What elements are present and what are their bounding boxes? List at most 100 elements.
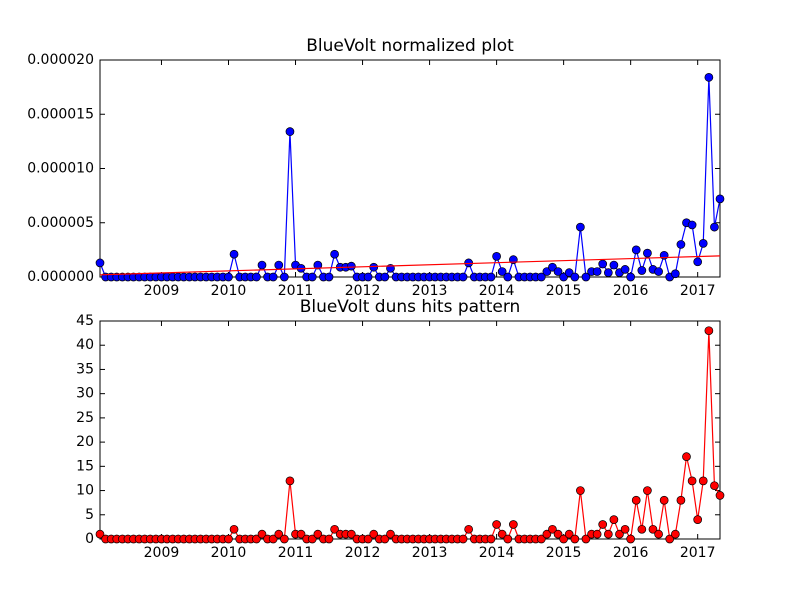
x-tick-label: 2012 (345, 545, 381, 561)
x-tick-label: 2009 (144, 283, 180, 299)
point (307, 272, 317, 282)
point (570, 534, 580, 544)
point (687, 476, 697, 486)
point (324, 272, 334, 282)
point (698, 476, 708, 486)
x-tick-label: 2014 (479, 545, 515, 561)
trend-line (99, 255, 721, 276)
point (659, 495, 669, 505)
point (380, 272, 390, 282)
y-tick-label: 0.000015 (27, 106, 94, 122)
point (285, 476, 295, 486)
point (229, 249, 239, 259)
point (330, 524, 339, 534)
point (536, 534, 546, 544)
y-tick-label: 0.000010 (27, 161, 94, 177)
point (620, 524, 630, 534)
point (609, 515, 619, 524)
point (369, 529, 379, 539)
point (626, 534, 636, 544)
point (576, 486, 585, 495)
point (347, 529, 356, 539)
point (347, 261, 356, 271)
point (363, 534, 373, 544)
point (564, 529, 574, 539)
x-tick-label: 2009 (144, 545, 180, 561)
y-tick-label: 30 (76, 386, 94, 402)
point (458, 534, 468, 544)
point (676, 240, 686, 249)
point (224, 534, 233, 544)
x-tick-label: 2012 (345, 283, 381, 299)
point (330, 249, 339, 259)
y-tick-label: 45 (76, 313, 94, 329)
point (598, 520, 608, 529)
point (313, 260, 323, 270)
point (654, 529, 663, 539)
x-tick-label: 2010 (211, 545, 247, 561)
point (486, 534, 496, 544)
point (386, 529, 395, 539)
point (503, 534, 513, 544)
point (285, 127, 295, 136)
point (704, 326, 714, 336)
y-tick-label: 0 (85, 531, 94, 547)
point (603, 529, 613, 539)
point (296, 529, 306, 539)
point (631, 495, 641, 505)
x-tick-label: 2017 (680, 283, 716, 299)
point (252, 272, 261, 282)
point (268, 534, 278, 544)
y-tick-label: 15 (76, 458, 94, 474)
point (95, 529, 105, 539)
point (458, 272, 468, 282)
point (648, 524, 658, 534)
y-tick-label: 35 (76, 361, 94, 377)
point (279, 272, 289, 282)
point (274, 260, 284, 270)
point (581, 534, 591, 544)
point (509, 520, 518, 529)
point (676, 495, 686, 505)
point (363, 272, 373, 282)
point (687, 220, 697, 230)
x-tick-label: 2016 (613, 283, 649, 299)
x-tick-label: 2016 (613, 545, 649, 561)
x-tick-label: 2014 (479, 283, 515, 299)
y-tick-label: 20 (76, 434, 94, 450)
point (570, 272, 580, 282)
point (268, 272, 278, 282)
point (503, 272, 513, 282)
x-tick-label: 2010 (211, 283, 247, 299)
point (665, 534, 675, 544)
y-tick-label: 40 (76, 337, 94, 353)
point (492, 520, 501, 529)
plot-frame (99, 59, 721, 278)
x-tick-label: 2013 (412, 283, 448, 299)
point (710, 481, 719, 491)
point (576, 222, 585, 232)
y-tick-label: 0.000005 (27, 215, 94, 231)
chart-title: BlueVolt duns hits pattern (300, 297, 521, 317)
point (671, 269, 680, 279)
series-line (99, 77, 721, 279)
point (654, 267, 663, 276)
x-tick-label: 2017 (680, 545, 716, 561)
point (710, 222, 719, 232)
point (637, 524, 647, 534)
point (486, 272, 496, 282)
y-tick-label: 25 (76, 410, 94, 426)
point (643, 248, 652, 258)
point (592, 267, 602, 276)
point (615, 529, 624, 539)
point (643, 486, 652, 495)
point (542, 529, 552, 539)
point (715, 194, 725, 204)
x-tick-label: 2013 (412, 545, 448, 561)
point (603, 268, 613, 278)
point (698, 239, 708, 248)
point (620, 265, 630, 274)
x-tick-label: 2011 (278, 545, 314, 561)
point (464, 524, 473, 534)
point (380, 534, 390, 544)
